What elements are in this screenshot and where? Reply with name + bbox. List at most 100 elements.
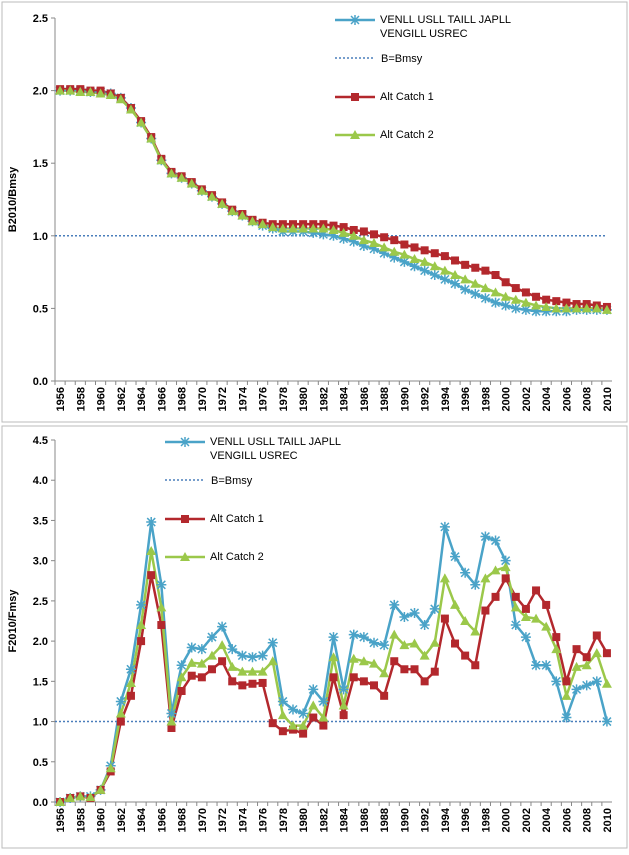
marker bbox=[277, 696, 288, 707]
marker bbox=[501, 574, 510, 583]
marker bbox=[520, 304, 531, 315]
marker bbox=[186, 642, 197, 653]
x-tick-label: 1998 bbox=[480, 387, 492, 411]
marker bbox=[176, 172, 187, 182]
legend-item: Alt Catch 2 bbox=[210, 551, 264, 563]
x-tick-label: 2002 bbox=[521, 387, 533, 411]
marker bbox=[318, 223, 329, 233]
x-tick-label: 1970 bbox=[197, 387, 209, 411]
marker bbox=[247, 666, 258, 676]
marker bbox=[510, 620, 521, 631]
marker bbox=[460, 274, 471, 284]
x-tick-label: 1970 bbox=[197, 808, 209, 832]
marker bbox=[471, 263, 480, 272]
marker bbox=[146, 133, 157, 143]
marker bbox=[420, 677, 429, 686]
marker bbox=[359, 227, 368, 236]
legend-label: B=Bmsy bbox=[211, 475, 253, 487]
marker bbox=[308, 223, 319, 233]
x-tick-label: 1958 bbox=[75, 808, 87, 832]
marker bbox=[338, 700, 349, 710]
marker bbox=[379, 640, 390, 651]
marker bbox=[409, 638, 420, 648]
marker bbox=[95, 784, 106, 794]
marker bbox=[582, 653, 591, 662]
marker bbox=[439, 521, 450, 532]
legend-label: Alt Catch 1 bbox=[380, 91, 434, 103]
panel-border bbox=[1, 1, 628, 423]
marker bbox=[328, 230, 339, 241]
marker bbox=[601, 678, 612, 688]
x-tick-label: 1972 bbox=[217, 387, 229, 411]
marker bbox=[552, 297, 561, 306]
marker bbox=[480, 283, 491, 293]
x-tick-label: 1980 bbox=[298, 387, 310, 411]
marker bbox=[147, 571, 156, 580]
marker bbox=[55, 85, 66, 95]
marker bbox=[419, 620, 430, 631]
marker bbox=[490, 565, 501, 575]
marker bbox=[156, 602, 167, 612]
marker bbox=[55, 797, 66, 806]
x-tick-label: 1990 bbox=[399, 808, 411, 832]
marker bbox=[177, 686, 186, 695]
marker bbox=[531, 660, 542, 671]
marker bbox=[328, 652, 339, 662]
marker bbox=[399, 611, 410, 622]
y-tick-label: 1.5 bbox=[33, 676, 48, 688]
marker bbox=[450, 551, 461, 562]
marker bbox=[439, 274, 450, 285]
marker bbox=[389, 599, 400, 610]
marker bbox=[490, 287, 501, 297]
marker bbox=[358, 240, 369, 251]
marker bbox=[176, 660, 187, 671]
marker bbox=[105, 89, 116, 99]
marker bbox=[551, 303, 562, 313]
x-tick-label: 1984 bbox=[339, 386, 351, 411]
x-tick-label: 2008 bbox=[582, 387, 594, 411]
marker bbox=[248, 679, 257, 688]
marker bbox=[287, 720, 298, 730]
x-tick-label: 1966 bbox=[156, 387, 168, 411]
marker bbox=[328, 632, 339, 643]
marker bbox=[167, 723, 176, 732]
y-axis-label: F2010/Fmsy bbox=[7, 589, 19, 653]
marker bbox=[429, 637, 440, 647]
marker bbox=[369, 238, 380, 248]
marker bbox=[278, 727, 287, 736]
marker bbox=[156, 155, 167, 165]
marker bbox=[298, 708, 309, 719]
legend-label: VENLL USLL TAILL JAPLL VENGILL USREC bbox=[210, 436, 341, 462]
marker bbox=[532, 292, 541, 301]
x-tick-label: 1996 bbox=[460, 387, 472, 411]
marker bbox=[115, 94, 126, 104]
x-tick-label: 1992 bbox=[420, 808, 432, 832]
x-tick-label: 1960 bbox=[96, 808, 108, 832]
marker bbox=[186, 657, 197, 667]
x-tick-label: 2002 bbox=[521, 808, 533, 832]
marker bbox=[510, 303, 521, 314]
marker bbox=[541, 660, 552, 671]
marker bbox=[410, 243, 419, 252]
marker bbox=[350, 15, 360, 25]
x-tick-label: 1994 bbox=[440, 807, 452, 832]
legend-label: VENLL USLL TAILL JAPLL VENGILL USREC bbox=[380, 14, 511, 40]
marker bbox=[180, 437, 190, 447]
marker bbox=[369, 637, 380, 648]
y-tick-label: 0.0 bbox=[33, 376, 48, 388]
marker bbox=[471, 661, 480, 670]
x-tick-label: 1972 bbox=[217, 808, 229, 832]
marker bbox=[592, 631, 601, 640]
marker bbox=[176, 672, 187, 682]
marker bbox=[136, 620, 147, 630]
marker bbox=[450, 278, 461, 289]
x-tick-label: 1988 bbox=[379, 808, 391, 832]
marker bbox=[491, 271, 500, 280]
marker bbox=[308, 227, 319, 238]
marker bbox=[419, 256, 430, 266]
marker bbox=[429, 603, 440, 614]
marker bbox=[409, 607, 420, 618]
marker bbox=[601, 716, 612, 727]
marker bbox=[390, 236, 399, 245]
marker bbox=[348, 653, 359, 663]
